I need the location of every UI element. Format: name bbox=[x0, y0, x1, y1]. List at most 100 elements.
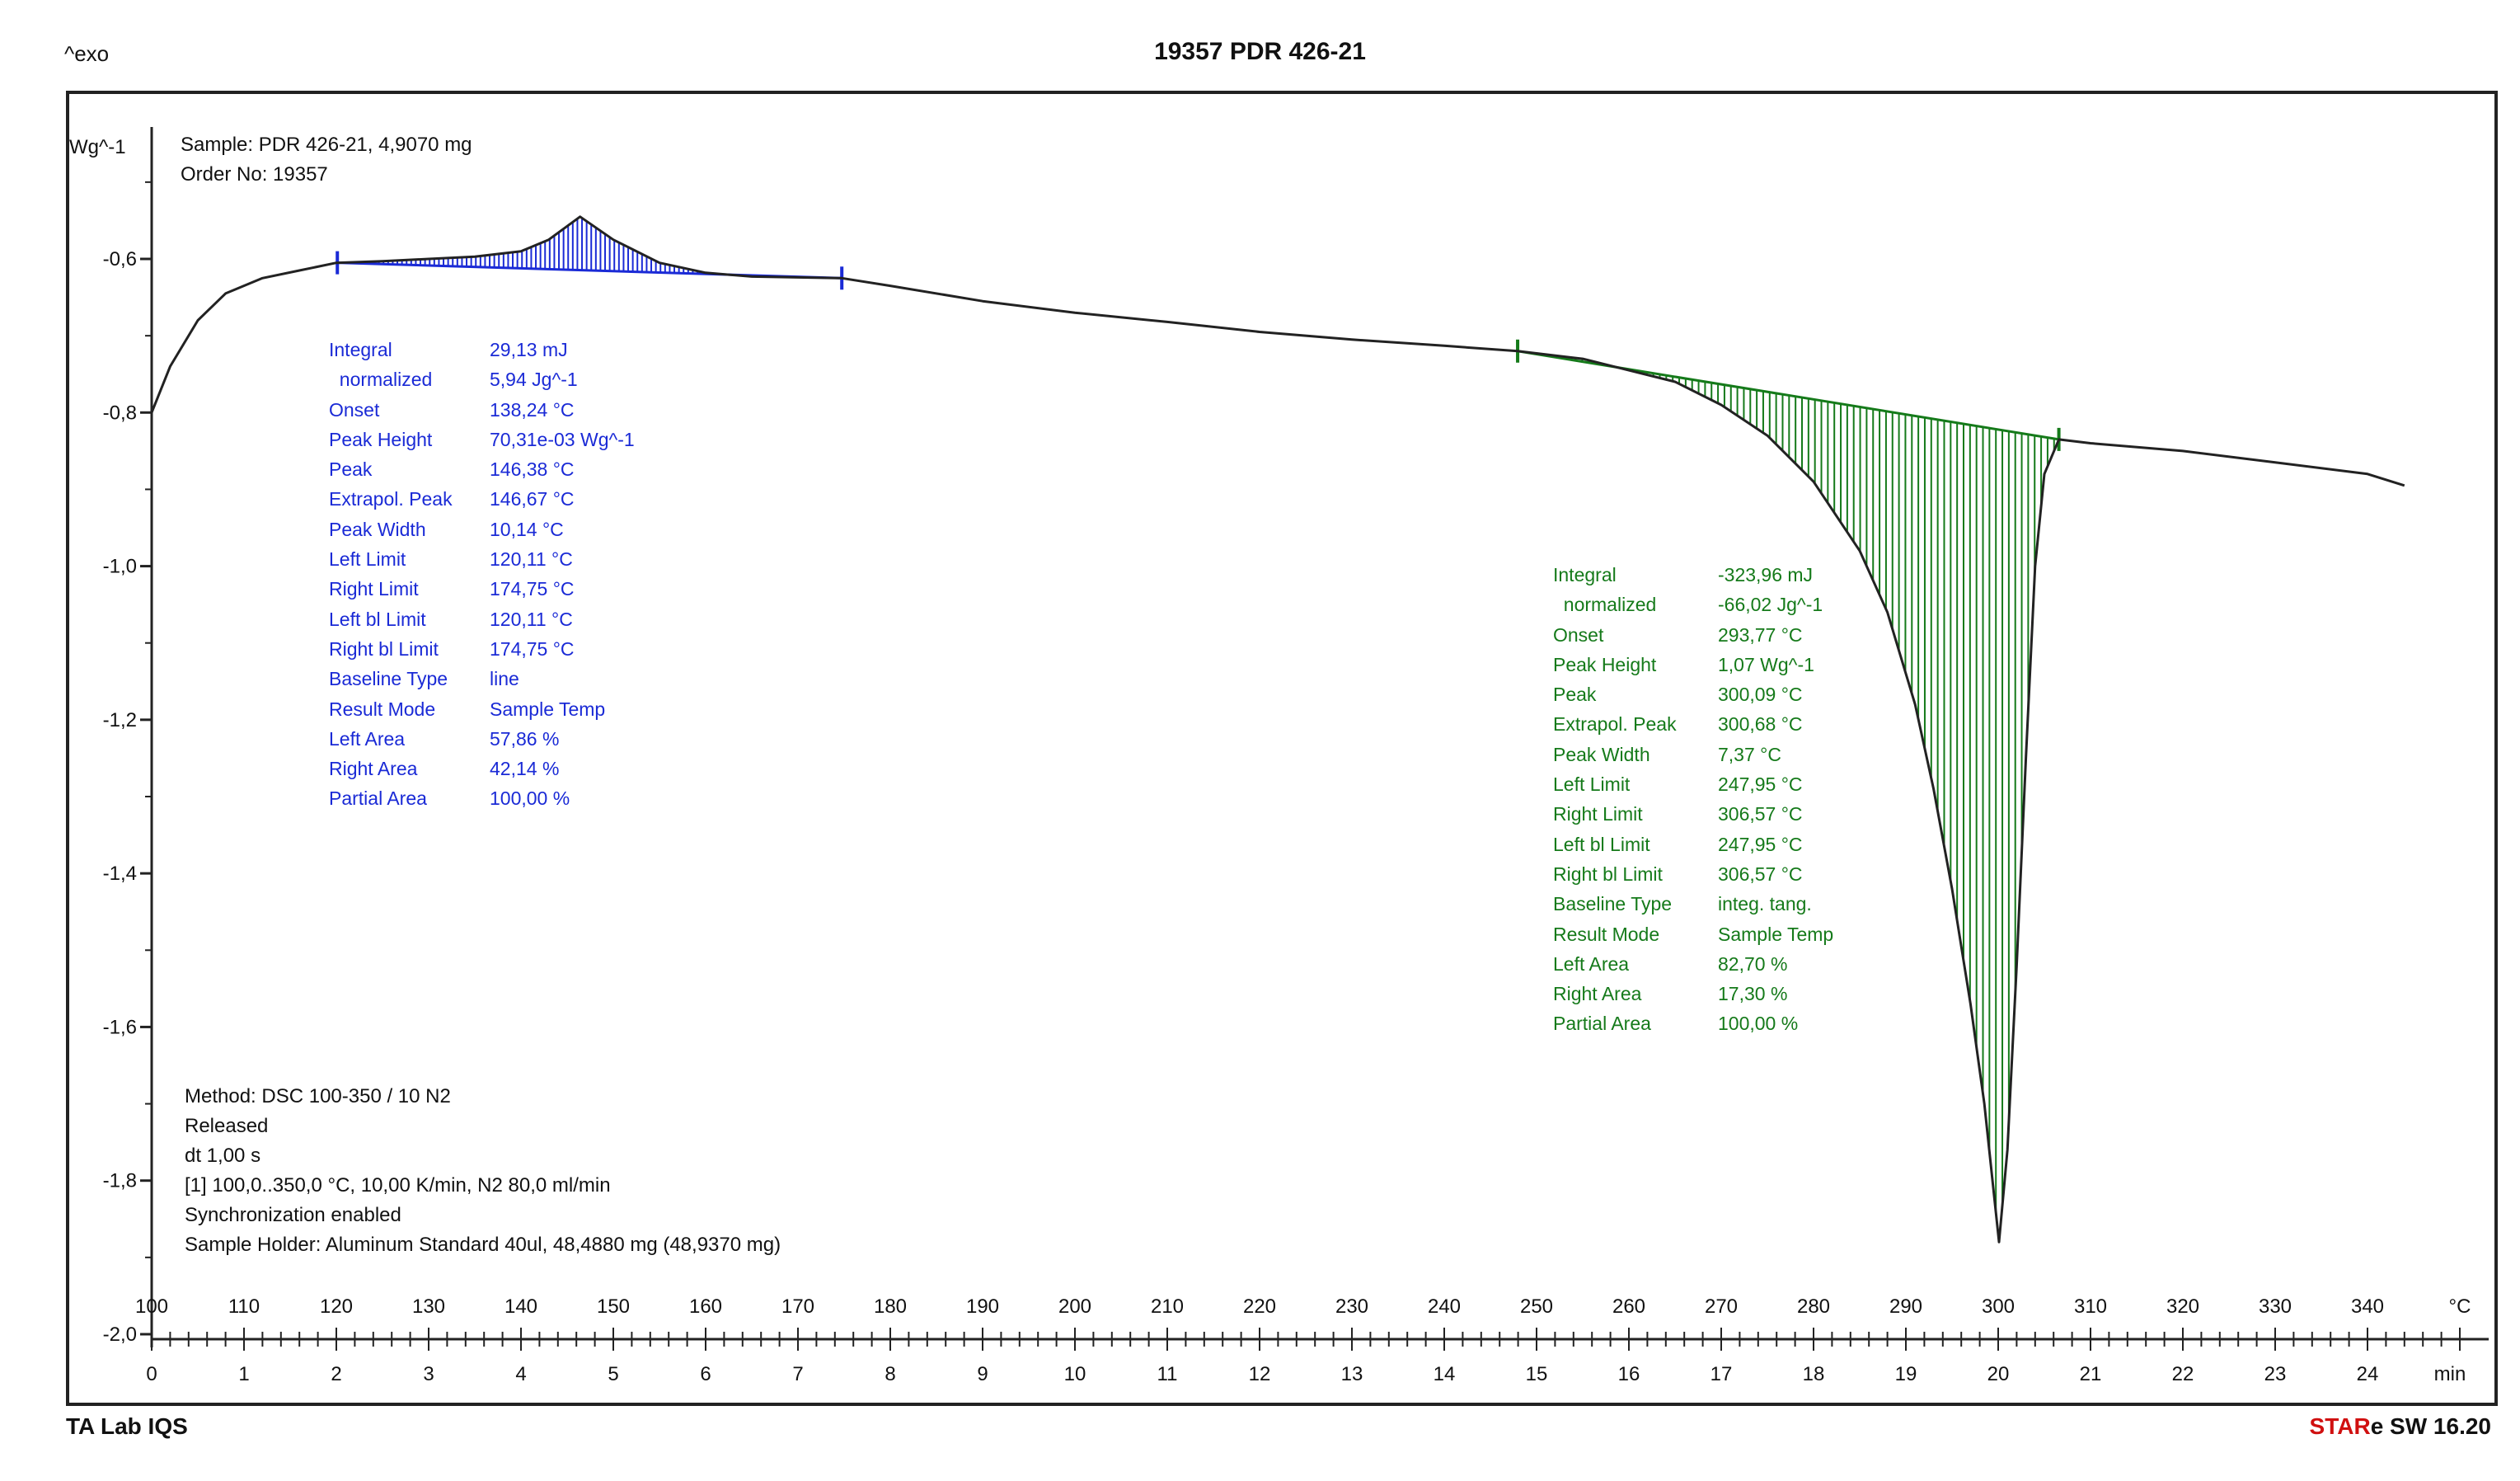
result-value: 247,95 °C bbox=[1718, 833, 1803, 855]
result-value: 57,86 % bbox=[490, 727, 560, 750]
result-key: normalized bbox=[1553, 594, 1657, 616]
temp-tick-label: 330 bbox=[2259, 1295, 2292, 1318]
result-row: normalized -66,02 Jg^-1 bbox=[1553, 590, 1833, 619]
time-tick-label: 5 bbox=[608, 1363, 618, 1385]
result-key: Peak Height bbox=[329, 428, 433, 450]
result-key: Right Area bbox=[1553, 983, 1642, 1005]
time-tick-label: 2 bbox=[331, 1363, 341, 1385]
result-row: Result Mode Sample Temp bbox=[1553, 919, 1833, 949]
result-value: 247,95 °C bbox=[1718, 773, 1803, 796]
result-value: 100,00 % bbox=[1718, 1013, 1799, 1035]
time-unit-label: min bbox=[2434, 1363, 2466, 1385]
software-lab-label: TA Lab IQS bbox=[66, 1413, 188, 1439]
temp-tick-label: 340 bbox=[2351, 1295, 2384, 1318]
time-tick-label: 11 bbox=[1157, 1363, 1178, 1385]
time-tick-label: 10 bbox=[1064, 1363, 1086, 1385]
result-key: Onset bbox=[1553, 623, 1604, 646]
temp-tick-label: 300 bbox=[1982, 1295, 2015, 1318]
result-value: 300,09 °C bbox=[1718, 684, 1803, 706]
method-line: dt 1,00 s bbox=[185, 1145, 261, 1167]
temp-tick-label: 230 bbox=[1335, 1295, 1368, 1318]
dsc-plot: Wg^-1-0,6-0,8-1,0-1,2-1,4-1,6-1,8-2,0100… bbox=[69, 127, 2489, 1385]
result-key: Partial Area bbox=[1553, 1013, 1651, 1035]
y-tick-label: -2,0 bbox=[103, 1323, 137, 1346]
result-value: 70,31e-03 Wg^-1 bbox=[490, 428, 635, 450]
result-value: 29,13 mJ bbox=[490, 339, 568, 360]
result-row: Left bl Limit 120,11 °C bbox=[329, 604, 635, 634]
time-tick-label: 4 bbox=[515, 1363, 526, 1385]
chart-title: 19357 PDR 426-21 bbox=[1154, 38, 1366, 65]
time-tick-label: 0 bbox=[146, 1363, 157, 1385]
time-tick-label: 1 bbox=[238, 1363, 249, 1385]
y-tick-label: -0,8 bbox=[103, 402, 137, 424]
peak1-results: Integral 29,13 mJ normalized 5,94 Jg^-1 Ons… bbox=[329, 335, 635, 814]
result-key: Peak Height bbox=[1553, 653, 1657, 675]
result-key: Right Area bbox=[329, 758, 418, 780]
result-row: Peak Height 1,07 Wg^-1 bbox=[1553, 650, 1833, 679]
result-key: Right bl Limit bbox=[329, 637, 439, 660]
result-key: Right Limit bbox=[1553, 803, 1643, 825]
temp-tick-label: 250 bbox=[1520, 1295, 1553, 1318]
result-key: Extrapol. Peak bbox=[1553, 713, 1677, 736]
time-tick-label: 19 bbox=[1895, 1363, 1917, 1385]
result-key: Left Area bbox=[329, 727, 406, 750]
result-row: Integral 29,13 mJ bbox=[329, 335, 635, 364]
result-key: Integral bbox=[329, 339, 392, 360]
result-key: Result Mode bbox=[1553, 923, 1660, 945]
result-key: Result Mode bbox=[329, 698, 436, 720]
peak2-baseline bbox=[1517, 350, 2059, 441]
result-row: Peak 146,38 °C bbox=[329, 454, 635, 484]
result-row: normalized 5,94 Jg^-1 bbox=[329, 364, 635, 394]
result-key: Peak Width bbox=[329, 518, 426, 540]
temp-tick-label: 180 bbox=[874, 1295, 907, 1318]
result-value: 17,30 % bbox=[1718, 983, 1788, 1005]
result-value: 7,37 °C bbox=[1718, 743, 1781, 765]
result-value: 146,38 °C bbox=[490, 458, 575, 481]
result-value: 100,00 % bbox=[490, 788, 570, 810]
y-tick-label: -0,6 bbox=[103, 248, 137, 270]
result-value: 174,75 °C bbox=[490, 637, 575, 660]
result-row: Integral -323,96 mJ bbox=[1553, 560, 1833, 590]
result-value: 120,11 °C bbox=[490, 608, 573, 630]
result-row: Partial Area 100,00 % bbox=[329, 783, 635, 813]
result-row: Baseline Type integ. tang. bbox=[1553, 889, 1833, 919]
result-value: 138,24 °C bbox=[490, 398, 575, 421]
result-row: Left Area 57,86 % bbox=[329, 724, 635, 754]
result-key: Integral bbox=[1553, 564, 1617, 585]
time-tick-label: 15 bbox=[1526, 1363, 1548, 1385]
result-row: Onset 293,77 °C bbox=[1553, 620, 1833, 650]
method-line: Released bbox=[185, 1115, 269, 1137]
y-tick-label: -1,0 bbox=[103, 556, 137, 578]
result-row: Left bl Limit 247,95 °C bbox=[1553, 830, 1833, 859]
result-value: -323,96 mJ bbox=[1718, 564, 1814, 585]
result-row: Right Limit 174,75 °C bbox=[329, 574, 635, 604]
result-row: Left Limit 120,11 °C bbox=[329, 544, 635, 574]
result-key: Peak Width bbox=[1553, 743, 1650, 765]
result-key: normalized bbox=[329, 369, 433, 391]
result-value: 174,75 °C bbox=[490, 578, 575, 600]
result-value: line bbox=[490, 668, 519, 690]
temp-unit-label: °C bbox=[2449, 1295, 2471, 1318]
result-value: integ. tang. bbox=[1718, 893, 1812, 915]
time-tick-label: 14 bbox=[1434, 1363, 1456, 1385]
sample-info: Sample: PDR 426-21, 4,9070 mg Order No: … bbox=[181, 130, 472, 190]
time-tick-label: 13 bbox=[1341, 1363, 1363, 1385]
temp-tick-label: 170 bbox=[781, 1295, 814, 1318]
temp-tick-label: 110 bbox=[228, 1295, 260, 1318]
result-key: Left Area bbox=[1553, 952, 1630, 975]
result-row: Partial Area 100,00 % bbox=[1553, 1008, 1833, 1038]
result-row: Right bl Limit 306,57 °C bbox=[1553, 859, 1833, 889]
result-key: Peak bbox=[329, 458, 373, 481]
result-value: 300,68 °C bbox=[1718, 713, 1803, 736]
order-line: Order No: 19357 bbox=[181, 163, 328, 186]
result-row: Onset 138,24 °C bbox=[329, 395, 635, 425]
time-tick-label: 21 bbox=[2080, 1363, 2102, 1385]
result-key: Baseline Type bbox=[1553, 893, 1673, 915]
time-tick-label: 17 bbox=[1711, 1363, 1733, 1385]
temp-tick-label: 290 bbox=[1889, 1295, 1922, 1318]
result-row: Peak Width 7,37 °C bbox=[1553, 740, 1833, 769]
exo-direction-label: ^exo bbox=[64, 41, 110, 66]
time-tick-label: 18 bbox=[1803, 1363, 1825, 1385]
result-key: Extrapol. Peak bbox=[329, 488, 453, 510]
y-tick-label: -1,4 bbox=[103, 863, 137, 885]
